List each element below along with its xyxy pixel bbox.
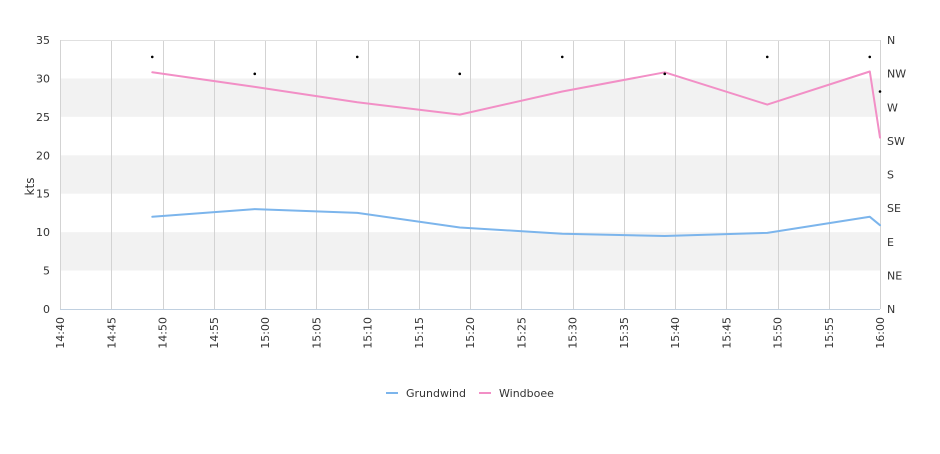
direction-tick-label: S [887,169,894,182]
x-tick-label: 14:45 [105,317,118,349]
direction-tick-label: W [887,101,898,114]
vertical-gridlines [60,40,881,309]
y-tick-label: 15 [36,188,50,201]
legend-label: Grundwind [406,387,466,400]
y-axis-title: kts [23,178,37,196]
x-tick-label: 14:50 [157,317,170,349]
direction-tick-label: NW [887,68,906,81]
direction-marker [560,55,564,59]
y-tick-label: 10 [36,226,50,239]
direction-tick-label: SW [887,135,905,148]
x-tick-label: 15:10 [362,317,375,349]
direction-marker [150,55,154,59]
direction-axis-ticks: N NE E SE S SW W NW N [887,34,906,316]
x-tick-label: 15:30 [567,317,580,349]
x-tick-label: 15:40 [669,317,682,349]
x-tick-label: 15:35 [618,317,631,349]
direction-tick-label: NE [887,269,902,282]
x-tick-label: 15:05 [310,317,323,349]
direction-marker [868,55,872,59]
series-line-grundwind [151,208,881,237]
direction-tick-label: N [887,303,895,316]
x-tick-label: 15:55 [823,317,836,349]
series-layer [151,70,881,237]
direction-tick-label: E [887,236,894,249]
legend-label: Windboee [499,387,554,400]
y-tick-label: 30 [36,72,50,85]
direction-marker [458,72,462,76]
x-tick-label: 14:55 [208,317,221,349]
x-tick-label: 16:00 [874,317,887,349]
direction-tick-label: SE [887,202,901,215]
y-tick-label: 20 [36,149,50,162]
y-tick-label: 35 [36,34,50,47]
y-tick-label: 25 [36,111,50,124]
x-tick-label: 15:15 [413,317,426,349]
direction-marker [878,90,882,93]
direction-markers [150,55,882,93]
x-tick-label: 14:40 [54,317,67,349]
direction-marker [663,72,667,76]
legend: Grundwind Windboee [386,387,554,400]
y-tick-label: 0 [43,303,50,316]
x-axis-ticks: 14:40 14:45 14:50 14:55 15:00 15:05 15:10 15:15… [54,317,887,349]
direction-marker [253,72,257,76]
x-tick-label: 15:00 [259,317,272,349]
direction-marker [355,55,359,59]
x-tick-label: 15:20 [464,317,477,349]
direction-marker [765,55,769,59]
direction-tick-label: N [887,34,895,47]
x-tick-label: 15:25 [515,317,528,349]
x-tick-label: 15:45 [720,317,733,349]
series-line-windboee [151,70,881,139]
y-tick-label: 5 [43,265,50,278]
y-axis-ticks: 0 5 10 15 20 25 30 35 [36,34,50,316]
x-tick-label: 15:50 [772,317,785,349]
